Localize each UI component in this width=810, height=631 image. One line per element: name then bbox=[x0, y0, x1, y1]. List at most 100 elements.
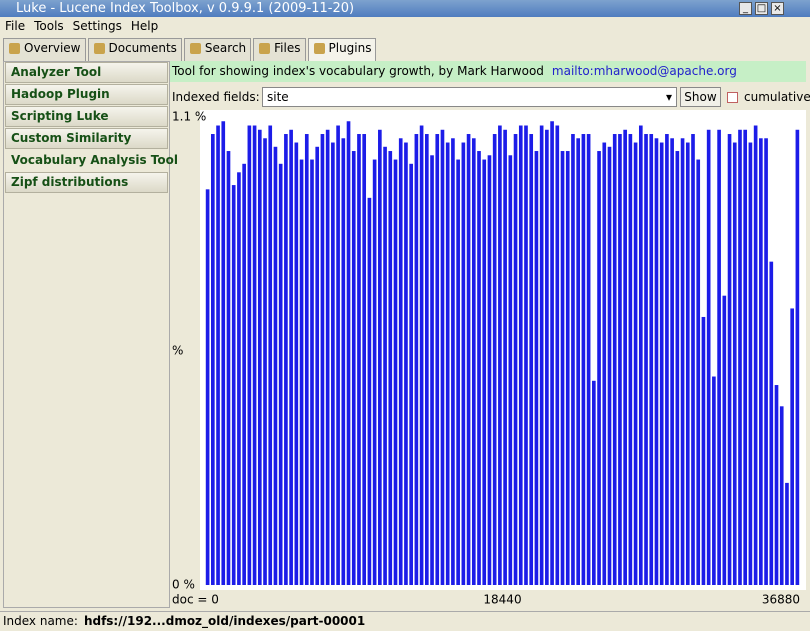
close-button[interactable]: × bbox=[771, 2, 784, 15]
bar bbox=[471, 138, 476, 585]
status-bar: Index name: hdfs://192...dmoz_old/indexes… bbox=[0, 611, 810, 630]
bar bbox=[398, 138, 403, 585]
plugin-button[interactable]: Analyzer Tool bbox=[5, 62, 168, 83]
bar bbox=[534, 151, 539, 585]
bar bbox=[597, 151, 601, 585]
bar bbox=[701, 316, 706, 585]
bar bbox=[299, 159, 304, 585]
bar bbox=[518, 125, 523, 585]
bar bbox=[304, 134, 309, 585]
bar bbox=[247, 125, 252, 585]
bar bbox=[560, 151, 565, 585]
bar bbox=[221, 121, 226, 585]
bar bbox=[654, 138, 659, 585]
cumulative-checkbox[interactable] bbox=[727, 92, 738, 103]
bar bbox=[513, 134, 518, 585]
bar bbox=[550, 121, 554, 585]
bar bbox=[712, 376, 716, 585]
bar bbox=[205, 189, 210, 585]
bar bbox=[435, 134, 440, 585]
bar bbox=[284, 134, 288, 585]
bar bbox=[638, 125, 643, 585]
bar bbox=[644, 134, 648, 585]
bar bbox=[623, 129, 627, 585]
plugin-link[interactable]: mailto:mharwood@apache.org bbox=[551, 64, 737, 78]
bar bbox=[341, 138, 346, 585]
bar bbox=[289, 129, 293, 585]
plugin-description: Tool for showing index's vocabulary grow… bbox=[172, 64, 544, 78]
bar bbox=[231, 185, 236, 585]
bar bbox=[633, 142, 638, 585]
fields-label: Indexed fields: bbox=[172, 90, 260, 104]
bar bbox=[378, 129, 382, 585]
maximize-button[interactable]: □ bbox=[755, 2, 768, 15]
bar bbox=[753, 125, 758, 585]
bar bbox=[670, 138, 674, 585]
bar bbox=[388, 151, 393, 585]
plugin-button[interactable]: Scripting Luke bbox=[5, 106, 168, 127]
bar bbox=[649, 134, 654, 585]
bar bbox=[461, 142, 466, 585]
menu-item[interactable]: Settings bbox=[72, 19, 122, 33]
bar bbox=[310, 159, 314, 585]
bar bbox=[278, 163, 283, 586]
bar bbox=[351, 151, 356, 585]
bar bbox=[795, 129, 800, 585]
bar bbox=[612, 134, 617, 585]
menu-item[interactable]: Tools bbox=[34, 19, 64, 33]
show-button[interactable]: Show bbox=[680, 87, 721, 107]
bar bbox=[242, 163, 246, 586]
tab[interactable]: Files bbox=[253, 38, 306, 61]
tab[interactable]: Search bbox=[183, 38, 252, 61]
bar bbox=[409, 163, 413, 586]
tab[interactable]: Plugins bbox=[307, 38, 377, 61]
title-bar: Luke - Lucene Index Toolbox, v 0.9.9.1 (… bbox=[0, 0, 810, 17]
window-title: Luke - Lucene Index Toolbox, v 0.9.9.1 (… bbox=[16, 1, 355, 16]
bar bbox=[393, 159, 398, 585]
bar bbox=[738, 129, 742, 585]
bar bbox=[790, 308, 794, 585]
plugin-button[interactable]: Custom Similarity bbox=[5, 128, 168, 149]
bar bbox=[675, 151, 680, 585]
bar bbox=[325, 129, 330, 585]
bar bbox=[607, 146, 612, 586]
bar bbox=[571, 134, 575, 585]
bar bbox=[706, 129, 711, 585]
bar bbox=[769, 261, 774, 585]
bar bbox=[555, 125, 560, 585]
bar bbox=[404, 142, 408, 585]
bar bbox=[691, 134, 695, 585]
bar bbox=[774, 385, 779, 585]
checkbox-label: cumulative bbox=[744, 90, 810, 104]
bar bbox=[576, 138, 581, 585]
bar bbox=[581, 134, 586, 585]
y-tick-label: 1.1 % bbox=[172, 110, 206, 124]
tab[interactable]: Overview bbox=[3, 38, 86, 61]
minimize-button[interactable]: _ bbox=[739, 2, 752, 15]
plugin-button[interactable]: Hadoop Plugin bbox=[5, 84, 168, 105]
bar bbox=[492, 134, 497, 585]
bar bbox=[764, 138, 768, 585]
plugin-button[interactable]: Vocabulary Analysis Tool bbox=[5, 150, 178, 171]
bar bbox=[226, 151, 231, 585]
bar bbox=[273, 146, 278, 586]
status-value: hdfs://192...dmoz_old/indexes/part-00001 bbox=[83, 614, 366, 628]
bar bbox=[503, 129, 507, 585]
field-combo[interactable]: site bbox=[262, 87, 677, 107]
x-tick-label: 36880 bbox=[762, 593, 800, 607]
bar bbox=[696, 159, 701, 585]
bar bbox=[430, 155, 434, 586]
controls: Indexed fields: site Show cumulative bbox=[170, 86, 810, 108]
plugin-button[interactable]: Zipf distributions bbox=[5, 172, 168, 193]
bar bbox=[252, 125, 257, 585]
bar bbox=[456, 159, 460, 585]
menu-item[interactable]: Help bbox=[130, 19, 159, 33]
menu-item[interactable]: File bbox=[5, 19, 26, 33]
tab[interactable]: Documents bbox=[87, 38, 182, 61]
bar bbox=[362, 134, 367, 585]
plugin-list: Analyzer Tool Hadoop Plugin Scripting Lu… bbox=[3, 61, 178, 608]
x-tick-label: 18440 bbox=[483, 593, 521, 607]
plugin-info: Tool for showing index's vocabulary grow… bbox=[170, 61, 806, 82]
bar bbox=[524, 125, 528, 585]
